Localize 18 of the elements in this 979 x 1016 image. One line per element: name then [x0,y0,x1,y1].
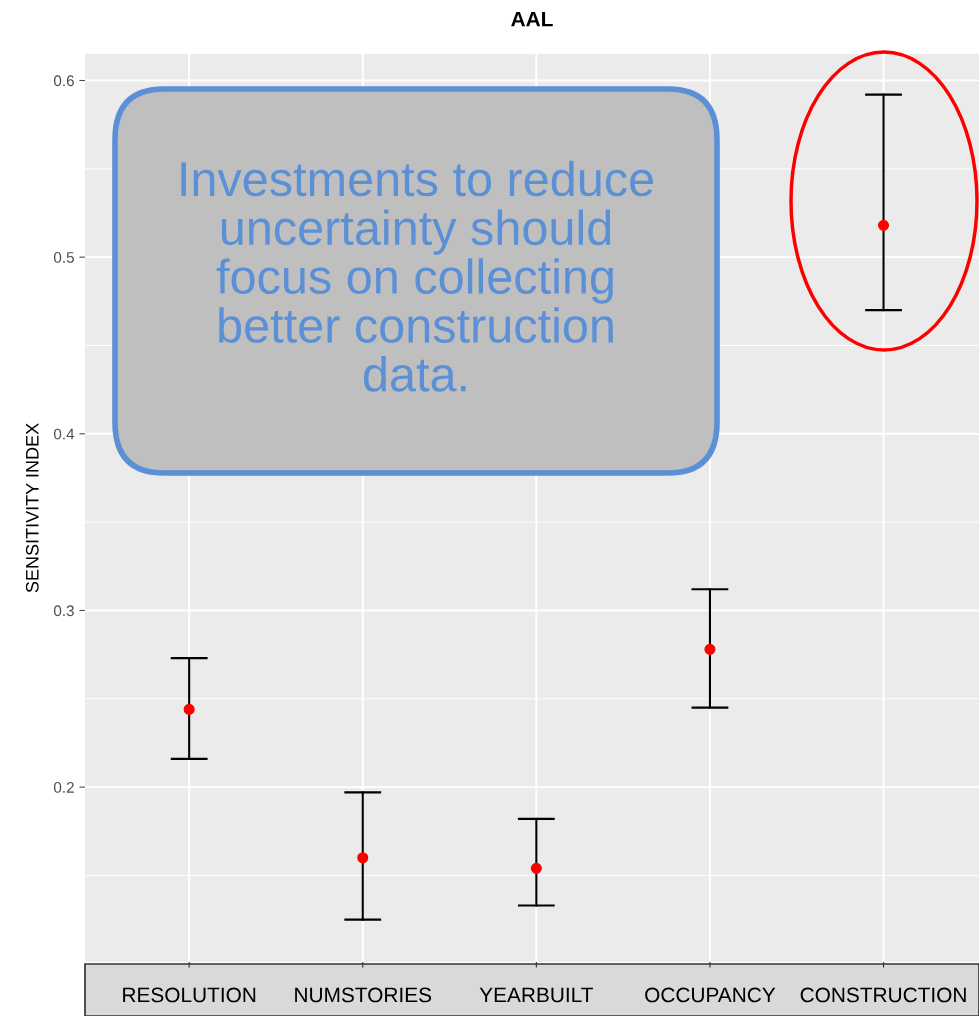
point [530,862,542,874]
y-tick-label: 0.5 [53,252,74,263]
point [704,643,716,655]
y-axis-title: SENSITIVITY INDEX [25,423,39,593]
x-tick-label: OCCUPANCY [645,987,776,1003]
point [877,219,890,231]
y-tick-label: 0.2 [53,781,74,793]
y-tick-label: 0.6 [53,75,74,87]
x-tick-label: YEARBUILT [479,987,593,1003]
x-tick-label: CONSTRUCTION [800,987,966,1003]
chart-title: AAL [511,11,553,27]
x-tick-label: RESOLUTION [123,987,256,1003]
annotation: Investments to reduce uncertainty should focus on collecting better construction data. [181,160,653,392]
point [357,852,369,864]
x-tick-label: NUMSTORIES [295,987,432,1003]
point [183,703,195,715]
y-tick-label: 0.3 [53,605,74,617]
y-tick-label: 0.4 [53,428,75,440]
